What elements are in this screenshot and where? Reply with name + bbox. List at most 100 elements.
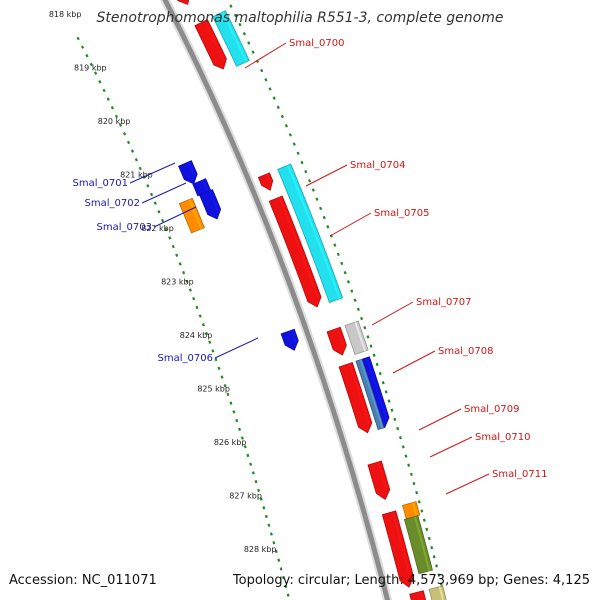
cds-feature bbox=[326, 326, 347, 356]
plus-ruler-tick bbox=[369, 344, 373, 348]
plus-ruler-tick bbox=[336, 252, 340, 257]
plus-ruler-tick bbox=[233, 13, 238, 18]
plus-ruler-tick bbox=[353, 298, 357, 302]
minus-ruler-tick bbox=[157, 210, 161, 214]
plus-ruler-tick bbox=[288, 133, 292, 137]
gene-label-smal-0710[interactable]: Smal_0710 bbox=[475, 432, 530, 443]
gene-leader-line bbox=[244, 42, 287, 69]
cds-feature-highlight bbox=[278, 196, 320, 299]
gene-feature-highlight bbox=[354, 321, 367, 352]
gene-label-smal-0702[interactable]: Smal_0702 bbox=[85, 198, 140, 209]
plus-ruler-tick bbox=[427, 536, 431, 541]
cds-feature bbox=[280, 328, 299, 351]
minus-ruler-tick bbox=[240, 436, 244, 440]
minus-ruler-tick bbox=[286, 593, 290, 597]
plus-ruler-tick bbox=[399, 436, 402, 440]
cds-feature bbox=[367, 460, 391, 501]
gene-label-smal-0700[interactable]: Smal_0700 bbox=[289, 38, 344, 49]
minus-ruler-tick bbox=[178, 262, 182, 266]
minus-ruler-tick bbox=[188, 288, 192, 292]
gene-feature-highlight bbox=[412, 502, 418, 517]
gene-feature-highlight bbox=[359, 359, 384, 429]
plus-ruler-tick bbox=[346, 280, 351, 284]
minus-ruler-tick bbox=[220, 375, 224, 379]
gene-feature bbox=[277, 163, 344, 304]
minus-ruler-tick bbox=[126, 140, 131, 145]
minus-ruler-tick bbox=[277, 558, 281, 562]
minus-ruler-tick bbox=[153, 201, 157, 205]
minus-ruler-tick bbox=[238, 427, 242, 431]
map-title: Stenotrophomonas maltophilia R551-3, com… bbox=[96, 10, 504, 26]
minus-ruler-tick bbox=[106, 97, 110, 101]
gene-label-smal-0711[interactable]: Smal_0711 bbox=[492, 469, 547, 480]
cds-feature-highlight bbox=[266, 173, 272, 183]
cds-feature-highlight bbox=[201, 179, 209, 193]
plus-ruler-tick bbox=[384, 390, 388, 394]
scale-label: 820 kbp bbox=[98, 117, 131, 126]
scale-label: 827 kbp bbox=[229, 492, 262, 501]
cds-feature-highlight bbox=[203, 20, 225, 61]
plus-ruler-tick bbox=[242, 32, 246, 36]
minus-ruler-tick bbox=[217, 366, 221, 371]
gene-label-smal-0706[interactable]: Smal_0706 bbox=[158, 353, 213, 364]
minus-ruler-tick bbox=[249, 462, 253, 466]
gene-label-smal-0704[interactable]: Smal_0704 bbox=[350, 160, 405, 171]
scale-label: 819 kbp bbox=[74, 64, 107, 73]
plus-ruler-tick bbox=[437, 573, 441, 577]
plus-ruler-tick bbox=[422, 518, 426, 522]
plus-ruler-tick bbox=[375, 362, 379, 367]
plus-ruler-tick bbox=[333, 243, 337, 247]
gene-leader-line bbox=[418, 408, 462, 431]
gene-feature-highlight bbox=[438, 586, 445, 600]
minus-ruler-tick bbox=[251, 471, 255, 475]
gene-leader-line bbox=[141, 182, 187, 204]
minus-ruler-tick bbox=[130, 149, 135, 153]
minus-ruler-tick bbox=[235, 418, 239, 423]
cds-feature bbox=[194, 18, 227, 70]
plus-ruler-tick bbox=[432, 555, 436, 559]
plus-ruler-tick bbox=[425, 527, 429, 531]
plus-ruler-tick bbox=[319, 206, 323, 211]
minus-ruler-tick bbox=[259, 497, 263, 501]
cds-feature bbox=[178, 160, 198, 185]
genome-info-label: Topology: circular; Length: 4,573,969 bp… bbox=[232, 573, 590, 588]
minus-ruler-tick bbox=[269, 532, 273, 536]
gene-feature-highlight bbox=[286, 164, 341, 300]
gene-feature bbox=[178, 197, 205, 234]
minus-ruler-tick bbox=[279, 567, 283, 571]
plus-ruler-tick bbox=[292, 142, 296, 146]
plus-ruler-tick bbox=[378, 371, 382, 376]
minus-ruler-tick bbox=[229, 401, 233, 405]
gene-label-smal-0708[interactable]: Smal_0708 bbox=[438, 346, 493, 357]
cds-feature-highlight bbox=[365, 357, 387, 419]
gene-label-smal-0705[interactable]: Smal_0705 bbox=[374, 208, 429, 219]
plus-ruler-tick bbox=[308, 179, 312, 183]
gene-leader-line bbox=[129, 162, 176, 184]
gene-feature-highlight bbox=[413, 516, 431, 572]
minus-ruler-tick bbox=[284, 584, 288, 589]
gene-label-smal-0707[interactable]: Smal_0707 bbox=[416, 297, 471, 308]
cds-feature bbox=[338, 361, 373, 434]
minus-ruler-tick bbox=[80, 45, 85, 49]
minus-ruler-tick bbox=[201, 323, 205, 327]
minus-ruler-tick bbox=[262, 506, 266, 510]
plus-ruler-tick bbox=[296, 151, 300, 156]
plus-ruler-tick bbox=[366, 335, 370, 339]
gene-leader-line bbox=[305, 164, 348, 187]
gene-label-smal-0701[interactable]: Smal_0701 bbox=[73, 178, 128, 189]
plus-ruler-tick bbox=[420, 509, 424, 513]
plus-ruler-tick bbox=[260, 68, 264, 73]
gene-label-smal-0703[interactable]: Smal_0703 bbox=[97, 222, 152, 233]
gene-leader-line bbox=[371, 301, 414, 326]
plus-ruler-tick bbox=[247, 41, 251, 45]
cds-feature bbox=[177, 0, 190, 5]
minus-ruler-tick bbox=[118, 123, 123, 127]
plus-ruler-tick bbox=[340, 261, 344, 266]
cds-feature-highlight bbox=[187, 161, 196, 176]
plus-ruler-tick bbox=[300, 160, 304, 165]
gene-label-smal-0709[interactable]: Smal_0709 bbox=[464, 404, 519, 415]
minus-ruler-tick bbox=[195, 305, 199, 310]
gene-feature-highlight bbox=[188, 199, 203, 230]
plus-ruler-tick bbox=[356, 307, 360, 312]
